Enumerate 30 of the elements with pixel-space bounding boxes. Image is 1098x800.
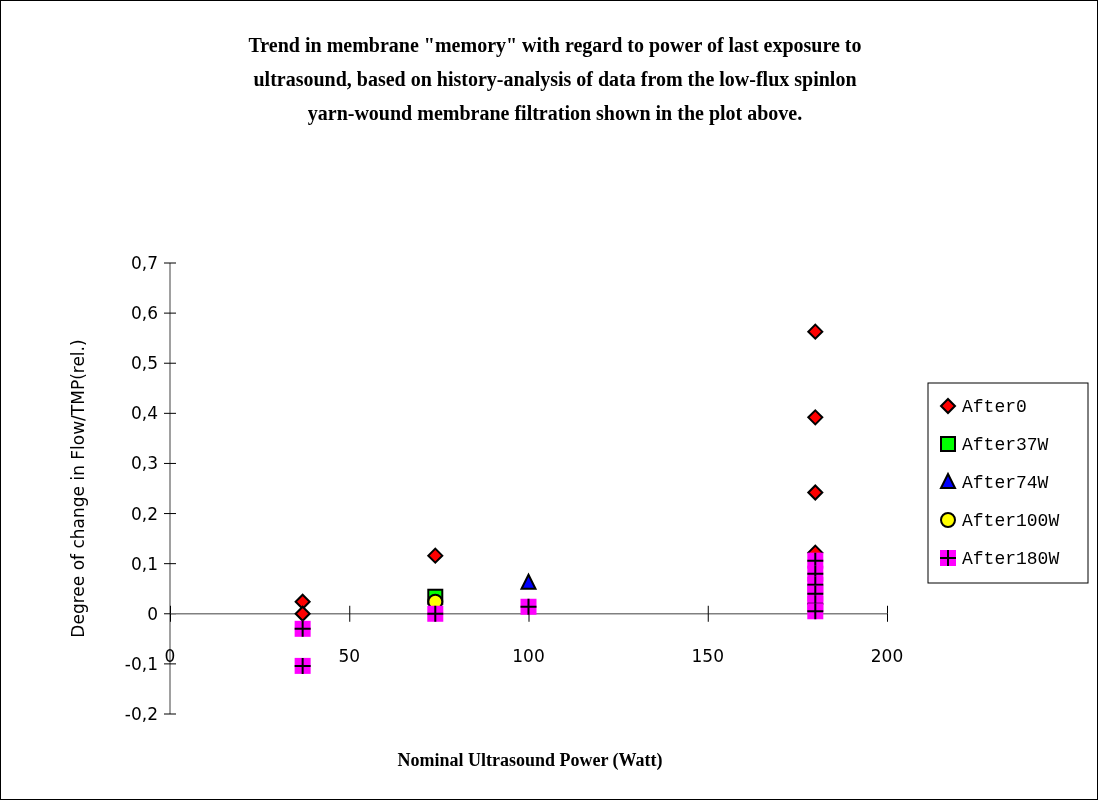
point bbox=[807, 409, 824, 426]
legend-label: After180W bbox=[962, 549, 1060, 570]
point bbox=[520, 573, 537, 590]
x-tick-label: 200 bbox=[870, 645, 904, 666]
y-tick-label: 0,3 bbox=[130, 453, 158, 474]
point bbox=[807, 323, 824, 340]
y-tick-label: 0,5 bbox=[130, 353, 158, 374]
y-tick-label: 0,4 bbox=[130, 403, 158, 424]
point bbox=[294, 593, 311, 610]
x-tick-label: 100 bbox=[512, 645, 545, 666]
y-tick-label: -0,2 bbox=[124, 703, 158, 724]
y-tick-label: 0 bbox=[147, 603, 158, 624]
y-tick-label: 0,7 bbox=[130, 252, 158, 273]
point bbox=[427, 547, 444, 564]
chart-title: Trend in membrane "memory" with regard to power of last exposure to ultrasound, based on history-analysis of data from the low-flux spinlon yarn-wound membrane filtration shown in the plot above. bbox=[248, 34, 862, 125]
x-tick-label: 50 bbox=[338, 645, 361, 666]
legend-label: After74W bbox=[962, 473, 1049, 494]
legend-label: After100W bbox=[962, 511, 1060, 532]
y-tick-label: 0,6 bbox=[130, 303, 158, 324]
legend-label: After37W bbox=[962, 435, 1049, 456]
legend-label: After0 bbox=[962, 397, 1027, 418]
y-axis-title: Degree of change in Flow/TMP(rel.) bbox=[68, 339, 88, 638]
point bbox=[807, 484, 824, 501]
point bbox=[294, 605, 311, 622]
y-tick-label: 0,1 bbox=[130, 553, 158, 574]
x-axis-title: Nominal Ultrasound Power (Watt) bbox=[397, 750, 663, 771]
y-tick-label: -0,1 bbox=[124, 653, 158, 674]
x-tick-label: 0 bbox=[164, 645, 176, 666]
x-tick-label: 150 bbox=[691, 645, 724, 666]
y-tick-label: 0,2 bbox=[130, 503, 158, 524]
